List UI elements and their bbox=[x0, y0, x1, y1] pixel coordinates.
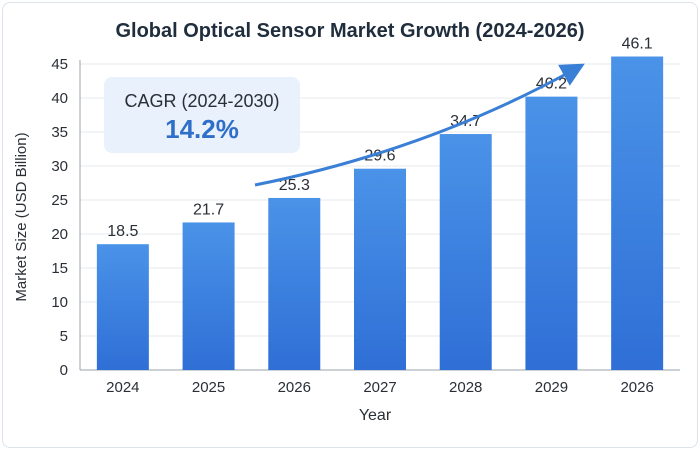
y-tick-label: 5 bbox=[60, 328, 68, 345]
data-label: 40.2 bbox=[536, 76, 567, 93]
data-label: 46.1 bbox=[622, 36, 653, 53]
data-label: 29.6 bbox=[364, 148, 395, 165]
y-tick-label: 10 bbox=[51, 294, 68, 311]
y-tick-label: 25 bbox=[51, 192, 68, 209]
x-axis-label: Year bbox=[359, 407, 392, 424]
bar bbox=[182, 222, 235, 370]
bar bbox=[525, 96, 578, 370]
data-label: 18.5 bbox=[107, 223, 138, 240]
cagr-annotation: CAGR (2024-2030) 14.2% bbox=[104, 77, 300, 153]
x-tick-label: 2026 bbox=[620, 379, 653, 396]
y-tick-label: 0 bbox=[60, 362, 68, 379]
chart-title: Global Optical Sensor Market Growth (202… bbox=[115, 20, 585, 42]
x-tick-label: 2026 bbox=[278, 379, 311, 396]
bar bbox=[96, 244, 149, 370]
y-tick-label: 45 bbox=[51, 56, 68, 73]
x-tick-label: 2024 bbox=[106, 379, 139, 396]
y-tick-label: 35 bbox=[51, 124, 68, 141]
bar bbox=[439, 134, 492, 370]
y-axis-label: Market Size (USD Billion) bbox=[13, 132, 30, 301]
bar bbox=[354, 168, 406, 370]
cagr-value: 14.2% bbox=[165, 114, 239, 144]
bar bbox=[268, 197, 321, 370]
bar bbox=[611, 56, 664, 371]
x-tick-label: 2028 bbox=[449, 379, 482, 396]
x-tick-label: 2029 bbox=[535, 379, 568, 396]
x-tick-label: 2027 bbox=[363, 379, 396, 396]
data-label: 25.3 bbox=[279, 177, 310, 194]
x-tick-label: 2025 bbox=[192, 379, 225, 396]
y-tick-label: 40 bbox=[51, 90, 68, 107]
cagr-label: CAGR (2024-2030) bbox=[124, 91, 280, 111]
y-tick-label: 20 bbox=[51, 226, 68, 243]
y-tick-label: 30 bbox=[51, 158, 68, 175]
y-tick-label: 15 bbox=[51, 260, 68, 277]
growth-arrow bbox=[254, 63, 585, 187]
data-label: 21.7 bbox=[193, 201, 224, 218]
